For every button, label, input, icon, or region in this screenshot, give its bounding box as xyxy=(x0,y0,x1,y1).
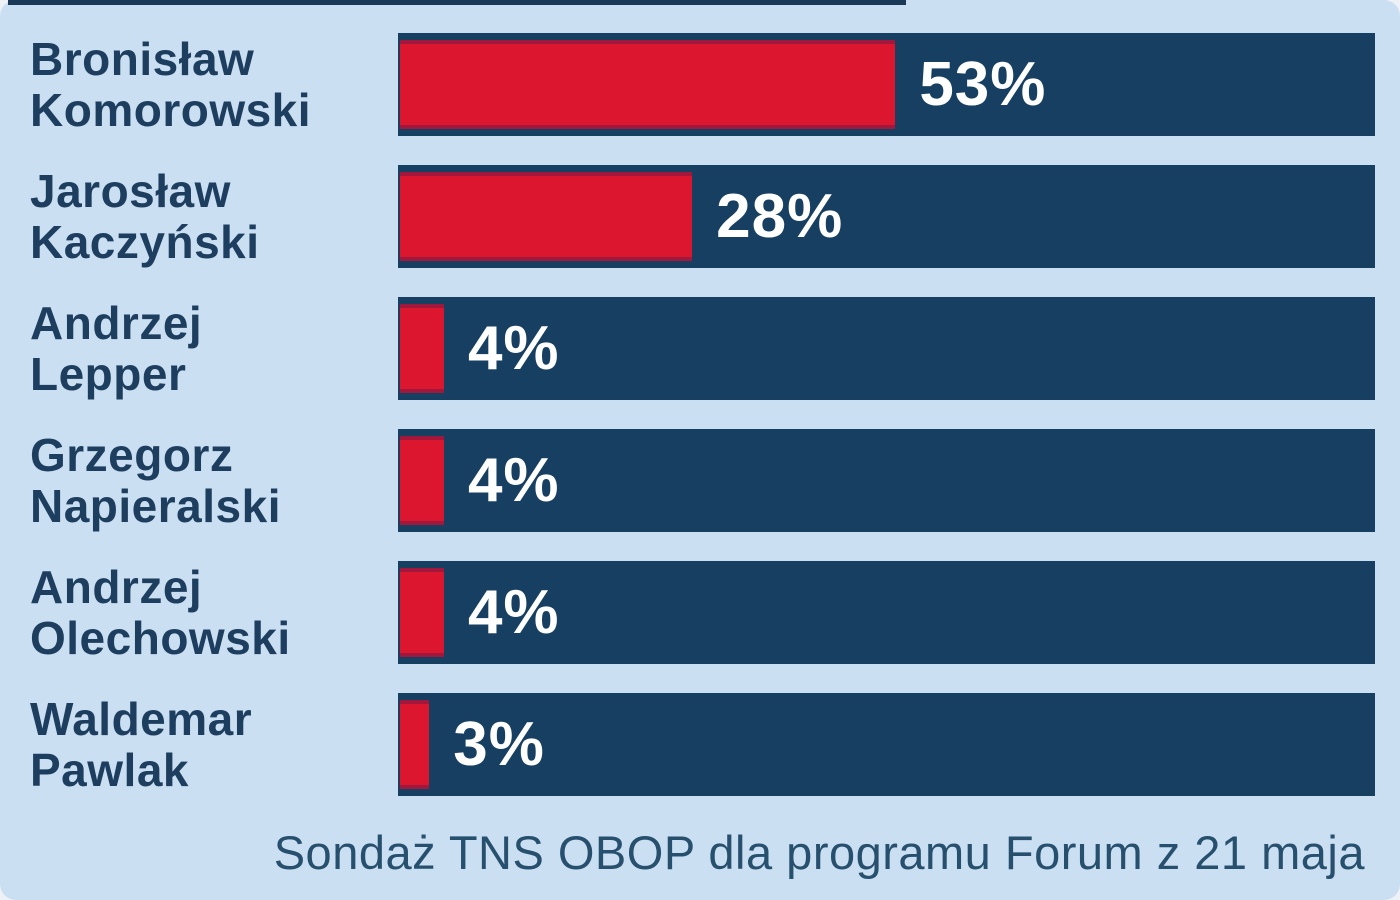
poll-row: Andrzej Lepper 4% xyxy=(0,297,1400,400)
bar-fill xyxy=(400,568,444,657)
bar-track: 4% xyxy=(398,429,1375,532)
poll-row: Jarosław Kaczyński 28% xyxy=(0,165,1400,268)
bar-fill xyxy=(400,172,693,261)
bar-fill xyxy=(400,304,444,393)
value-label: 3% xyxy=(453,710,545,779)
candidate-first-name: Andrzej xyxy=(30,560,203,613)
candidate-name: Waldemar Pawlak xyxy=(0,694,398,795)
value-label: 4% xyxy=(467,578,560,647)
bar-track: 28% xyxy=(398,165,1375,268)
candidate-last-name: Kaczyński xyxy=(30,215,260,268)
top-edge-strip xyxy=(8,0,906,5)
candidate-last-name: Komorowski xyxy=(30,83,312,136)
candidate-first-name: Jarosław xyxy=(30,164,231,217)
poll-row: Waldemar Pawlak 3% xyxy=(0,693,1400,796)
candidate-name: Grzegorz Napieralski xyxy=(0,430,398,531)
bar-fill xyxy=(400,40,896,129)
bar-fill xyxy=(400,436,444,525)
candidate-last-name: Olechowski xyxy=(30,611,291,664)
candidate-name: Andrzej Olechowski xyxy=(0,562,398,663)
candidate-name: Bronisław Komorowski xyxy=(0,34,398,135)
candidate-first-name: Waldemar xyxy=(30,692,253,745)
bar-track: 53% xyxy=(398,33,1375,136)
value-label: 53% xyxy=(919,50,1047,119)
value-label: 4% xyxy=(467,314,560,383)
value-label: 4% xyxy=(467,446,560,515)
candidate-first-name: Bronisław xyxy=(30,32,255,85)
bar-track: 4% xyxy=(398,561,1375,664)
candidate-first-name: Andrzej xyxy=(30,296,203,349)
value-label: 28% xyxy=(716,182,844,251)
poll-row: Grzegorz Napieralski 4% xyxy=(0,429,1400,532)
bar-track: 4% xyxy=(398,297,1375,400)
candidate-name: Jarosław Kaczyński xyxy=(0,166,398,267)
candidate-last-name: Napieralski xyxy=(30,479,281,532)
bar-track: 3% xyxy=(398,693,1375,796)
poll-row: Bronisław Komorowski 53% xyxy=(0,33,1400,136)
candidate-name: Andrzej Lepper xyxy=(0,298,398,399)
bar-fill xyxy=(400,700,430,789)
candidate-last-name: Lepper xyxy=(30,347,187,400)
poll-row: Andrzej Olechowski 4% xyxy=(0,561,1400,664)
candidate-first-name: Grzegorz xyxy=(30,428,234,481)
candidate-last-name: Pawlak xyxy=(30,743,189,796)
source-caption: Sondaż TNS OBOP dla programu Forum z 21 … xyxy=(273,826,1365,879)
